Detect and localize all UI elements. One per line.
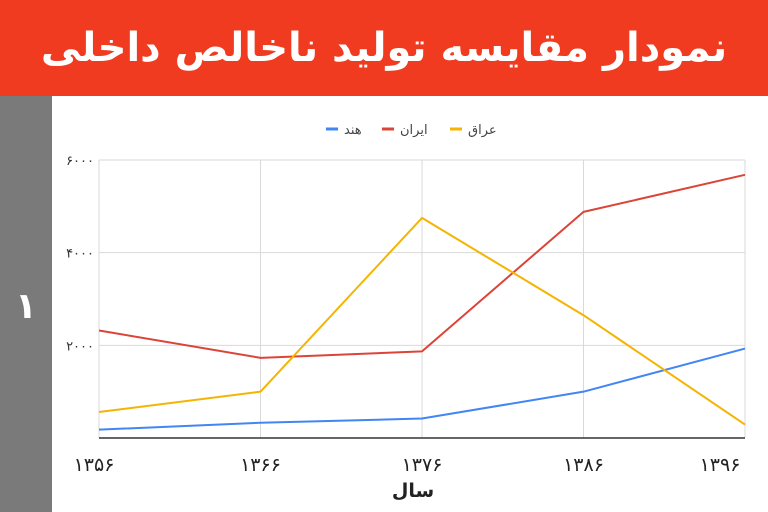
x-tick-label-3: ۱۳۸۶ [563, 454, 604, 476]
legend-label-2: عراق [468, 123, 497, 138]
x-axis-label: سال [392, 480, 434, 502]
x-tick-label-2: ۱۳۷۶ [402, 454, 443, 476]
chart-legend: هند ایران عراق [326, 123, 497, 138]
title-banner: نمودار مقایسه تولید ناخالص داخلی [0, 0, 768, 96]
side-strip: ۱ [0, 96, 52, 512]
y-tick-label-1: ۴۰۰۰ [66, 247, 94, 262]
y-tick-label-0: ۲۰۰۰ [66, 339, 94, 354]
series-line-2 [98, 216, 746, 426]
x-tick-label-0: ۱۳۵۶ [74, 454, 115, 476]
x-tick-label-1: ۱۳۶۶ [240, 454, 281, 476]
series-line-1 [98, 173, 746, 359]
y-tick-label-2: ۶۰۰۰ [66, 154, 94, 169]
page-title: نمودار مقایسه تولید ناخالص داخلی [40, 25, 728, 71]
chart-series [98, 173, 746, 431]
legend-label-0: هند [344, 123, 362, 138]
x-tick-label-4: ۱۳۹۶ [700, 454, 741, 476]
y-axis-ticks: ۲۰۰۰ ۴۰۰۰ ۶۰۰۰ [66, 154, 94, 354]
chart-grid [98, 159, 746, 439]
series-line-0 [98, 347, 746, 431]
legend-label-1: ایران [400, 123, 428, 138]
x-axis-ticks: ۱۳۵۶ ۱۳۶۶ ۱۳۷۶ ۱۳۸۶ ۱۳۹۶ [74, 454, 741, 476]
slide-number: ۱ [15, 286, 37, 327]
